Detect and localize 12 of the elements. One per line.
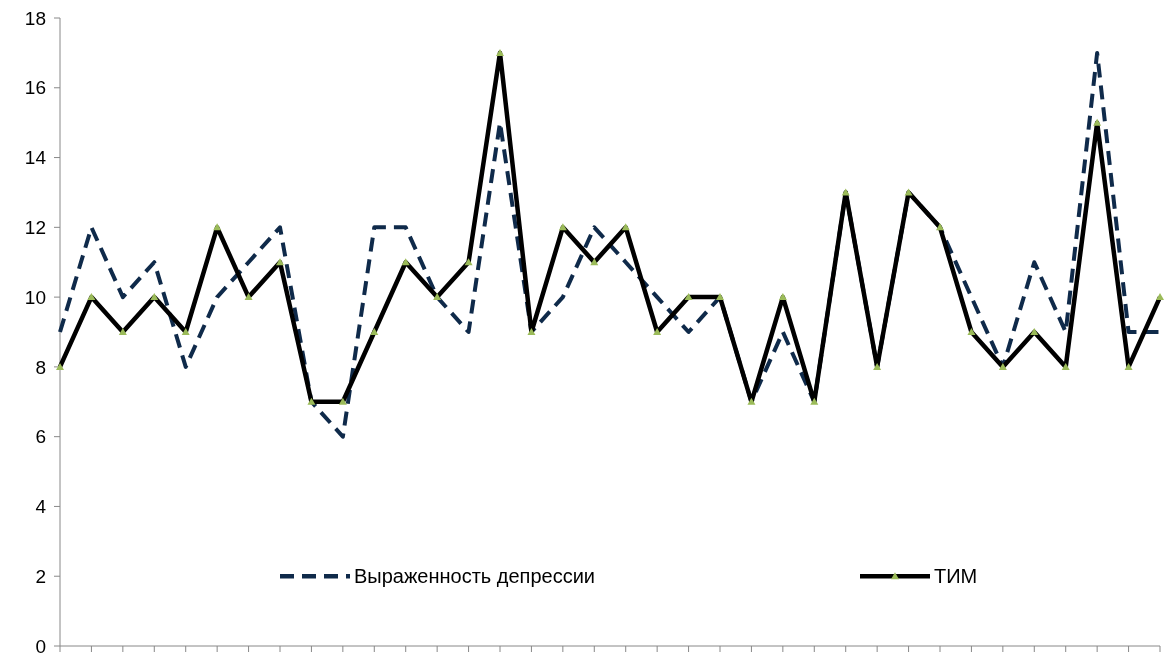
y-tick-label: 14 (24, 147, 47, 169)
y-tick-label: 10 (24, 286, 46, 308)
legend-label: Выраженность депрессии (354, 565, 596, 588)
y-tick-label: 6 (35, 426, 46, 448)
legend-label: ТИМ (934, 565, 978, 588)
y-tick-label: 0 (35, 635, 46, 657)
y-tick-label: 12 (24, 216, 46, 238)
y-tick-label: 2 (35, 565, 46, 587)
y-tick-label: 16 (24, 77, 46, 99)
y-tick-label: 8 (35, 356, 46, 378)
y-tick-label: 18 (24, 7, 46, 29)
y-tick-label: 4 (35, 496, 47, 518)
